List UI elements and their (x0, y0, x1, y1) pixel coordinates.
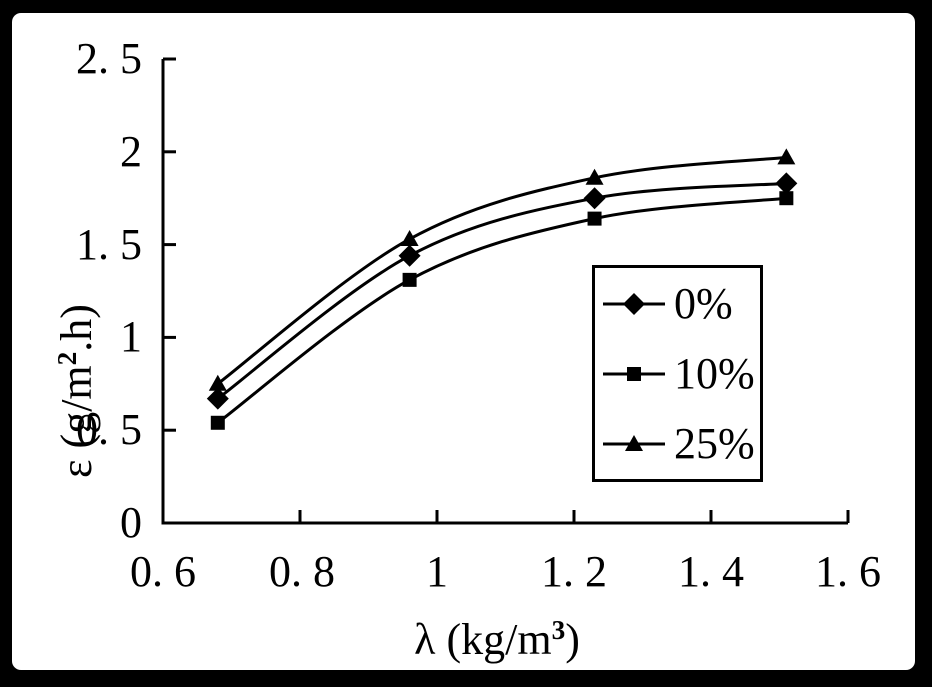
legend-diamond-swatch-icon (603, 292, 665, 315)
x-tick-label: 1. 4 (678, 547, 744, 596)
y-tick-label: 0 (120, 498, 142, 547)
legend-label: 0% (674, 278, 733, 328)
x-tick-label: 0. 8 (269, 547, 335, 596)
legend-item: 25% (595, 409, 760, 479)
legend: 0% 10% 25% (592, 265, 763, 482)
y-tick-label: 1 (120, 312, 142, 361)
y-axis-title-superscript: 2 (52, 351, 82, 366)
x-tick-label: 1. 6 (815, 547, 881, 596)
y-tick-label: 0. 5 (76, 405, 142, 454)
legend-label: 10% (674, 348, 755, 398)
y-axis-title: ε (g/m2.h) (43, 304, 101, 478)
legend-triangle-swatch-icon (603, 434, 665, 451)
x-tick-label: 1 (426, 547, 448, 596)
y-axis-title-close: .h) (52, 304, 101, 352)
x-axis-title: λ (kg/m3) (297, 606, 697, 664)
legend-label: 25% (674, 418, 755, 468)
x-axis-title-text: λ (kg/m (414, 615, 552, 664)
legend-item: 10% (595, 339, 760, 409)
x-tick-label: 1. 2 (541, 547, 607, 596)
x-axis-title-superscript: 3 (551, 615, 566, 645)
legend-item: 0% (595, 269, 760, 339)
y-tick-label: 2 (120, 127, 142, 176)
legend-square-swatch-icon (603, 366, 665, 381)
x-axis-title-close: ) (565, 615, 580, 664)
y-tick-label: 2. 5 (76, 34, 142, 83)
x-tick-label: 0. 6 (130, 547, 196, 596)
y-tick-label: 1. 5 (76, 220, 142, 269)
y-axis-title-text: ε (g/m (52, 365, 101, 478)
